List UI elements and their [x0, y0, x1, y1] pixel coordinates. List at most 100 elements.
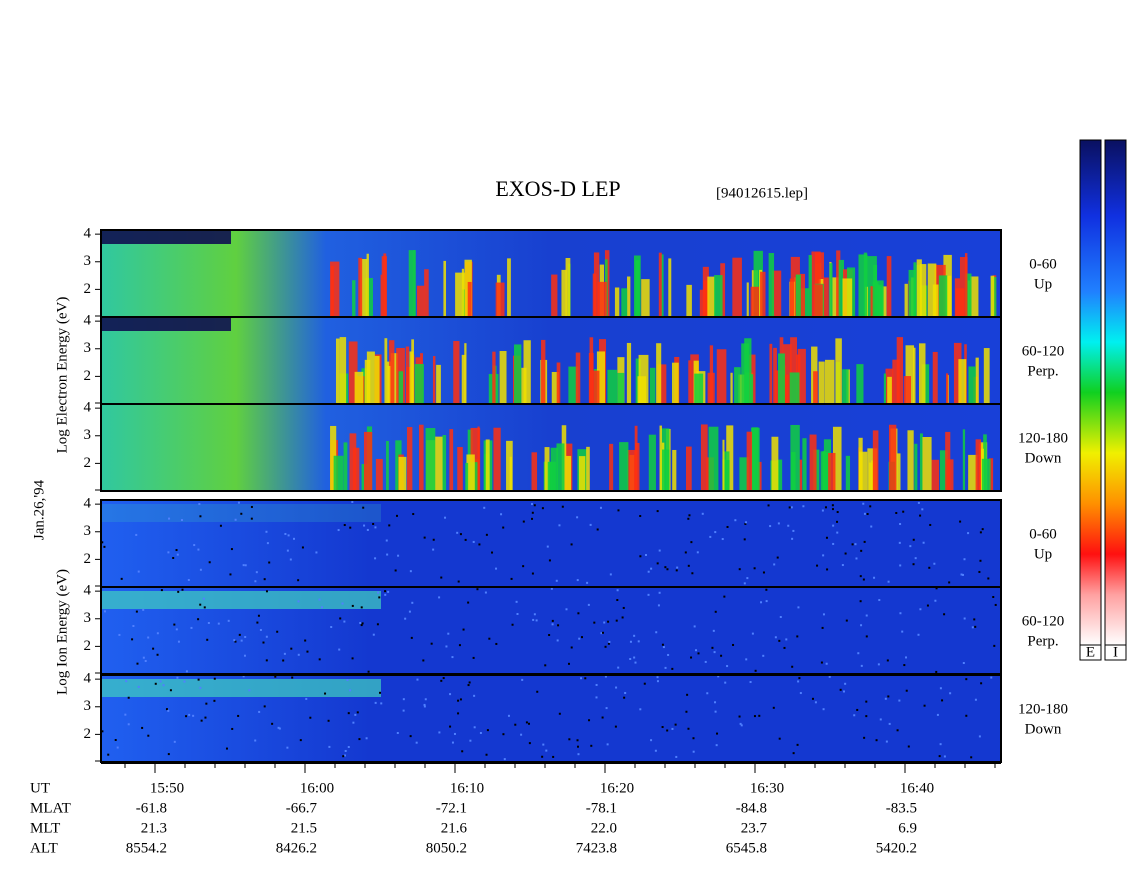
spectrum-texture [909, 545, 912, 548]
spectrum-texture [318, 658, 321, 661]
file-name: [94012615.lep] [716, 185, 808, 201]
spectrum-texture [324, 692, 327, 695]
spectrum-texture [859, 451, 868, 491]
spectrum-texture [364, 359, 371, 404]
spectrum-texture [541, 339, 546, 404]
spectrum-texture [732, 257, 742, 317]
spectrum-texture [363, 431, 373, 491]
spectrum-texture [262, 641, 265, 644]
spectrum-texture [587, 603, 590, 606]
spectrum-texture [485, 533, 488, 536]
spectrum-texture [943, 755, 946, 758]
spectrum-texture [608, 640, 611, 643]
spectrum-texture [328, 745, 331, 748]
spectrum-texture [701, 512, 704, 515]
spectrum-texture [716, 349, 727, 404]
spectrum-texture [570, 543, 573, 546]
spectrum-texture [898, 699, 901, 702]
spectrum-texture [768, 253, 775, 317]
spectrum-texture [333, 455, 344, 491]
spectrum-texture [694, 373, 704, 404]
spectrum-texture [773, 563, 776, 566]
spectrum-texture [344, 749, 347, 752]
spectrum-texture [596, 528, 599, 531]
spectrum-texture [899, 523, 902, 526]
spectrum-texture [493, 427, 501, 491]
title: EXOS-D LEP [495, 176, 620, 201]
spectrum-texture [686, 693, 689, 696]
spectrum-texture [558, 524, 561, 527]
spectrum-texture [301, 546, 304, 549]
spectrum-texture [707, 276, 716, 317]
spectrum-texture [586, 446, 590, 491]
spectrum-texture [556, 443, 565, 491]
y-tick-label: 3 [84, 340, 92, 356]
spectrum-texture [615, 619, 618, 622]
spectrum-texture [873, 576, 876, 579]
time-value: 21.3 [141, 820, 167, 836]
spectrum-texture [629, 658, 632, 661]
spectrum-texture [185, 715, 188, 718]
spectrum-texture [477, 426, 480, 491]
spectrum-texture [531, 452, 538, 491]
spectrum-texture [692, 737, 695, 740]
spectrum-texture [141, 726, 144, 729]
row-name: ALT [30, 840, 58, 856]
spectrum-texture [118, 633, 121, 636]
spectrum-texture [457, 699, 460, 702]
spectrum-texture [603, 621, 606, 624]
spectrum-texture [955, 288, 965, 317]
spectrum-texture [777, 522, 780, 525]
spectrum-texture [101, 230, 231, 244]
spectrum-texture [290, 647, 293, 650]
spectrum-texture [697, 652, 700, 655]
spectrum-texture [255, 571, 258, 574]
spectrum-texture [514, 344, 522, 404]
spectrum-texture [961, 573, 964, 576]
spectrum-texture [749, 374, 754, 404]
spectrum-texture [714, 701, 717, 704]
spectrum-texture [887, 580, 890, 583]
spectrum-texture [656, 680, 659, 683]
spectrum-texture [522, 565, 525, 568]
spectrum-texture [258, 710, 261, 713]
spectrum-texture [556, 639, 559, 642]
spectrum-texture [797, 273, 806, 317]
spectrum-texture [207, 621, 210, 624]
spectrum-texture [351, 657, 354, 660]
spectrum-texture [423, 703, 426, 706]
spectrum-texture [436, 364, 441, 404]
spectrum-texture [904, 283, 908, 317]
spectrum-texture [514, 723, 517, 726]
spectrum-texture [968, 454, 978, 491]
spectrum-texture [798, 677, 801, 680]
spectrum-texture [965, 678, 968, 681]
spectrum-texture [686, 446, 692, 491]
spectrum-texture [365, 737, 368, 740]
spectrum-texture [234, 518, 237, 521]
spectrum-texture [360, 258, 368, 317]
spectrum-texture [256, 621, 259, 624]
spectrum-texture [567, 662, 570, 665]
spectrum-texture [580, 636, 583, 639]
spectrum-texture [656, 510, 659, 513]
spectrum-texture [479, 731, 482, 734]
spectrum-texture [137, 570, 140, 573]
spectrum-texture [744, 338, 752, 404]
spectrum-texture [844, 682, 847, 685]
spectrum-texture [832, 277, 839, 317]
spectrum-texture [879, 718, 882, 721]
spectrum-texture [809, 434, 817, 491]
panel-label: Up [1034, 546, 1052, 562]
time-value: 8554.2 [126, 840, 167, 856]
spectrum-texture [634, 661, 637, 664]
spectrum-texture [989, 458, 994, 491]
spectrum-texture [472, 656, 475, 659]
spectrum-texture [457, 580, 460, 583]
spectrum-texture [116, 746, 119, 749]
spectrum-texture [739, 722, 742, 725]
spectrum-texture [667, 653, 670, 656]
spectrum-texture [478, 543, 481, 546]
spectrum-texture [424, 269, 429, 317]
